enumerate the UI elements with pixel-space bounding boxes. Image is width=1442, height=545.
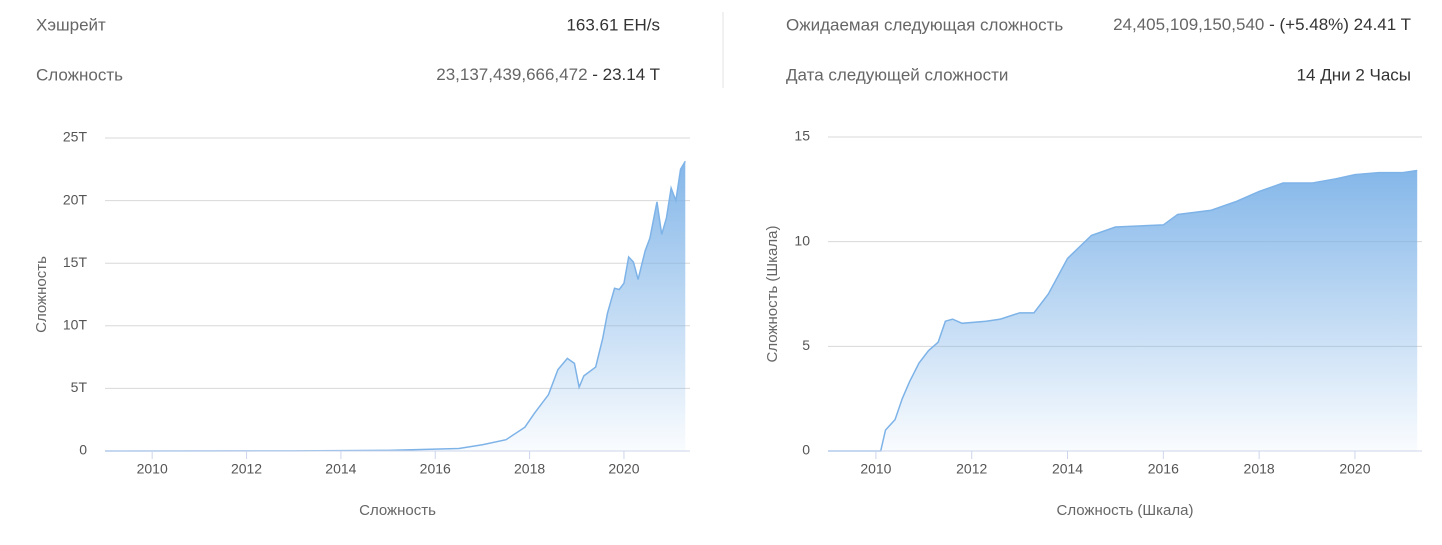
x-tick-label: 2014	[1052, 461, 1083, 477]
x-tick-label: 2014	[325, 461, 356, 477]
stat-value-full: 23,137,439,666,472	[436, 65, 587, 84]
area	[105, 161, 686, 451]
y-axis-label: Сложность	[33, 256, 50, 333]
y-axis-label: Сложность (Шкала)	[764, 225, 781, 362]
stat-value: 23,137,439,666,472 - 23.14 T	[436, 65, 660, 84]
y-tick-label: 25T	[63, 129, 88, 145]
stat-value-short: - 23.14 T	[592, 65, 660, 84]
x-tick-label: 2016	[420, 461, 451, 477]
y-tick-label: 15	[794, 128, 810, 144]
stat-label: Ожидаемая следующая сложность	[786, 15, 1063, 34]
x-axis-label: Сложность	[359, 502, 436, 519]
x-tick-label: 2012	[231, 461, 262, 477]
stat-label: Сложность	[36, 65, 123, 84]
stat-label: Хэшрейт	[36, 15, 106, 34]
line	[828, 169, 1418, 452]
y-tick-label: 10T	[63, 317, 88, 333]
y-tick-label: 5	[802, 337, 810, 353]
x-tick-label: 2010	[137, 461, 168, 477]
x-axis-label: Сложность (Шкала)	[1056, 502, 1193, 519]
x-tick-label: 2020	[1339, 461, 1370, 477]
x-tick-label: 2012	[956, 461, 987, 477]
x-tick-label: 2018	[1244, 461, 1275, 477]
stat-value-full: 24,405,109,150,540	[1113, 15, 1264, 34]
stat-label: Дата следующей сложности	[786, 65, 1008, 84]
line	[104, 160, 686, 452]
y-tick-label: 10	[794, 232, 810, 248]
y-tick-label: 0	[79, 442, 87, 458]
x-tick-label: 2020	[608, 461, 639, 477]
stat-value: 163.61 EH/s	[566, 15, 660, 34]
stat-value-short: - (+5.48%) 24.41 T	[1269, 15, 1411, 34]
y-tick-label: 0	[802, 442, 810, 458]
y-tick-label: 5T	[71, 379, 88, 395]
y-tick-label: 20T	[63, 191, 88, 207]
y-tick-label: 15T	[63, 254, 88, 270]
stat-value: 14 Дни 2 Часы	[1297, 65, 1411, 84]
x-tick-label: 2018	[514, 461, 545, 477]
x-tick-label: 2016	[1148, 461, 1179, 477]
area	[828, 170, 1418, 451]
stat-value: 24,405,109,150,540 - (+5.48%) 24.41 T	[1113, 15, 1411, 34]
x-tick-label: 2010	[860, 461, 891, 477]
